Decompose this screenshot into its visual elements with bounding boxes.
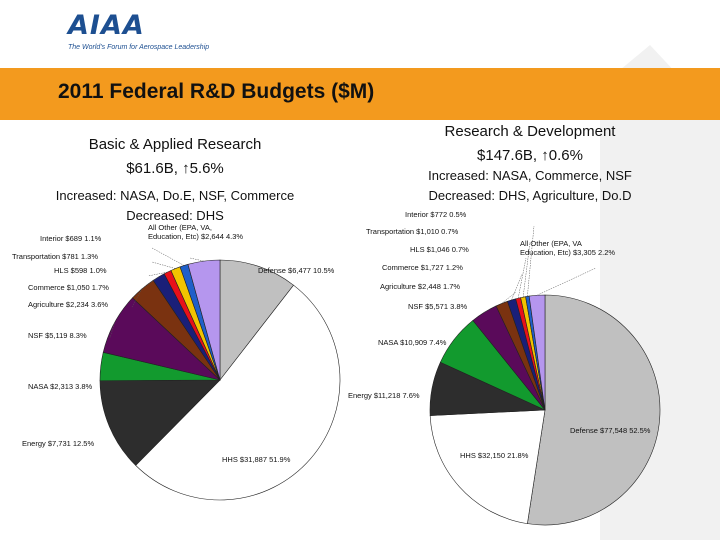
left-heading-line2: $61.6B, ↑5.6%	[126, 160, 224, 177]
pie1-label-10: All Other (EPA, VA, Education, Etc) $2,64…	[148, 223, 243, 241]
pie1-slice-0	[219, 259, 294, 381]
pie2-label-5: Agriculture $2,448 1.7%	[380, 282, 460, 291]
pie1-leader-6	[139, 276, 159, 291]
pie1-leader-7	[147, 271, 168, 277]
pie1-leader-10	[189, 257, 204, 262]
pie1-label-0: Defense $6,477 10.5%	[258, 266, 335, 275]
left-changes: Increased: NASA, Do.E, NSF, Commerce Dec…	[10, 186, 340, 226]
left-heading: Basic & Applied Research $61.6B, ↑5.6%	[30, 133, 320, 181]
right-increased: Increased: NASA, Commerce, NSF	[428, 168, 632, 183]
pie2-leader-10	[536, 267, 597, 296]
pie2-label-4: NSF $5,571 3.8%	[408, 302, 468, 311]
pie1-leader-8	[151, 261, 176, 269]
pie2-leader-6	[511, 273, 523, 301]
pie1-slice-1	[135, 284, 341, 501]
pie2-label-7: HLS $1,046 0.7%	[410, 245, 469, 254]
pie1-leader-5	[131, 288, 143, 308]
pie1-label-8: Transportation $781 1.3%	[12, 252, 98, 261]
pie1-label-6: Commerce $1,050 1.7%	[28, 283, 109, 292]
pie2-slice-1	[429, 409, 546, 524]
pie1-label-5: Agriculture $2,234 3.6%	[28, 300, 108, 309]
pie1-leader-9	[151, 247, 185, 266]
right-heading: Research & Development $147.6B, ↑0.6%	[380, 120, 680, 168]
pie2-leader-5	[501, 291, 517, 304]
pie2-slice-10	[528, 294, 546, 411]
left-heading-line1: Basic & Applied Research	[88, 136, 262, 153]
pie2-label-3: NASA $10,909 7.4%	[378, 338, 447, 347]
page-title: 2011 Federal R&D Budgets ($M)	[58, 80, 375, 103]
pie1-leader-4	[109, 323, 115, 339]
pie2-label-1: HHS $32,150 21.8%	[460, 451, 529, 460]
pie1-label-3: NASA $2,313 3.8%	[28, 382, 93, 391]
left-increased: Increased: NASA, Do.E, NSF, Commerce	[55, 188, 295, 203]
pie2-label-0: Defense $77,548 52.5%	[570, 426, 651, 435]
right-heading-line2: $147.6B, ↑0.6%	[477, 147, 583, 164]
left-decreased: Decreased: DHS	[126, 208, 224, 223]
pie1-label-9: Interior $689 1.1%	[40, 234, 102, 243]
pie2-label-9: Interior $772 0.5%	[405, 210, 467, 219]
pie1-label-2: Energy $7,731 12.5%	[22, 439, 94, 448]
right-heading-line1: Research & Development	[444, 123, 616, 140]
pie2-leader-7	[517, 257, 527, 299]
aiaa-logo: AIAA The World's Forum for Aerospace Lea…	[58, 10, 209, 60]
pie2-leader-8	[522, 241, 531, 298]
pie1-label-7: HLS $598 1.0%	[54, 266, 107, 275]
logo-wordmark: AIAA	[68, 10, 145, 41]
pie1-label-1: HHS $31,887 51.9%	[222, 455, 291, 464]
pie2-label-6: Commerce $1,727 1.2%	[382, 263, 463, 272]
pie2-label-8: Transportation $1,010 0.7%	[366, 227, 459, 236]
pie2-slice-0	[527, 294, 661, 526]
right-changes: Increased: NASA, Commerce, NSF Decreased…	[380, 166, 680, 206]
pie2-leader-4	[483, 308, 491, 313]
title-banner: 2011 Federal R&D Budgets ($M)	[0, 68, 720, 120]
pie2-label-10: All Other (EPA, VA Education, Etc) $3,305…	[520, 239, 615, 257]
pie2-leader-9	[527, 225, 535, 297]
right-decreased: Decreased: DHS, Agriculture, Do.D	[428, 188, 632, 203]
pie1-label-4: NSF $5,119 8.3%	[28, 331, 87, 340]
logo-tagline: The World's Forum for Aerospace Leadersh…	[68, 44, 210, 51]
pie2-label-2: Energy $11,218 7.6%	[348, 391, 420, 400]
pie1-slice-2	[99, 379, 221, 466]
